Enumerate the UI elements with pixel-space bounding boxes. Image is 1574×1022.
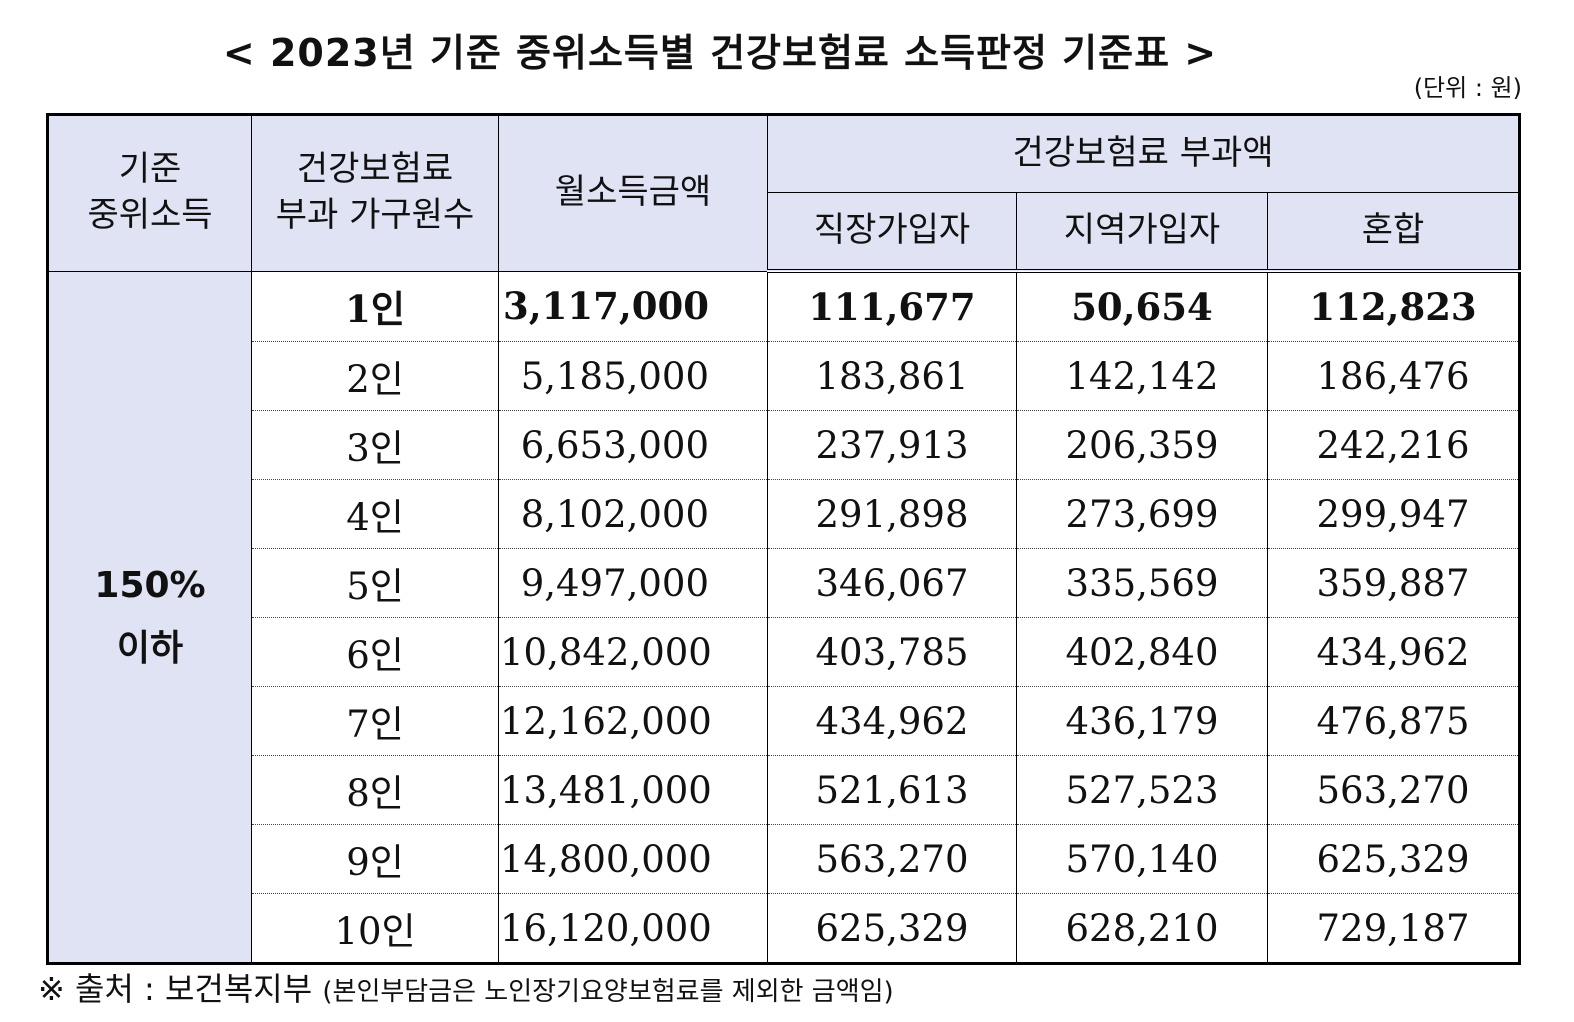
income-cell: 6,653,000 [498,410,768,480]
premium-table: 기준 중위소득 건강보험료 부과 가구원수 월소득금액 건강보험료 부과액 직장… [46,113,1522,965]
employee-premium-cell: 291,898 [767,479,1017,549]
table-body: 150% 이하 1인 3,117,000 111,677 50,654 112,823 2인 5… [47,270,1521,964]
header-median-income: 기준 중위소득 [47,114,252,272]
mixed-premium-cell: 729,187 [1266,893,1521,964]
members-cell: 8인 [251,755,499,825]
header-household-members: 건강보험료 부과 가구원수 [251,114,499,272]
income-cell: 14,800,000 [498,824,768,894]
employee-premium-cell: 346,067 [767,548,1017,618]
table-row: 150% 이하 1인 3,117,000 111,677 50,654 112,823 [47,270,1521,964]
regional-premium-cell: 436,179 [1016,686,1268,756]
header-monthly-income: 월소득금액 [498,114,768,272]
income-cell: 16,120,000 [498,893,768,964]
table-row: 9인 14,800,000 563,270 570,140 625,329 [48,824,1521,894]
group-label-line1: 150% [94,564,206,606]
mixed-premium-cell: 359,887 [1266,548,1521,618]
income-cell: 12,162,000 [498,686,768,756]
mixed-premium-cell: 186,476 [1266,341,1521,411]
members-cell: 1인 [251,270,499,342]
mixed-premium-cell: 476,875 [1266,686,1521,756]
table-row: 4인 8,102,000 291,898 273,699 299,947 [48,479,1521,549]
table-row: 10인 16,120,000 625,329 628,210 729,187 [48,893,1521,964]
header-median-income-line1: 기준 [118,149,182,190]
header-median-income-line2: 중위소득 [87,195,213,236]
employee-premium-cell: 183,861 [767,341,1017,411]
mixed-premium-cell: 299,947 [1266,479,1521,549]
members-cell: 10인 [251,893,499,964]
table-row: 6인 10,842,000 403,785 402,840 434,962 [48,617,1521,687]
members-cell: 4인 [251,479,499,549]
members-cell: 2인 [251,341,499,411]
header-premium-group: 건강보험료 부과액 [766,114,1521,193]
footnote-detail: (본인부담금은 노인장기요양보험료를 제외한 금액임) [322,977,894,1007]
regional-premium-cell: 570,140 [1016,824,1268,894]
group-label-line2: 이하 [116,627,184,669]
footnote-source: ※ 출처 : 보건복지부 [38,970,313,1008]
income-cell: 9,497,000 [498,548,768,618]
header-regional: 지역가입자 [1016,192,1268,273]
header-household-line1: 건강보험료 [296,149,454,190]
regional-premium-cell: 628,210 [1016,893,1268,964]
table-row: 3인 6,653,000 237,913 206,359 242,216 [48,410,1521,480]
mixed-premium-cell: 112,823 [1266,270,1521,342]
members-cell: 9인 [251,824,499,894]
income-cell: 5,185,000 [498,341,768,411]
footnote: ※ 출처 : 보건복지부 (본인부담금은 노인장기요양보험료를 제외한 금액임) [38,964,894,1010]
mixed-premium-cell: 625,329 [1266,824,1521,894]
mixed-premium-cell: 242,216 [1266,410,1521,480]
employee-premium-cell: 434,962 [767,686,1017,756]
regional-premium-cell: 206,359 [1016,410,1268,480]
employee-premium-cell: 237,913 [767,410,1017,480]
mixed-premium-cell: 434,962 [1266,617,1521,687]
mixed-premium-cell: 563,270 [1266,755,1521,825]
employee-premium-cell: 563,270 [767,824,1017,894]
regional-premium-cell: 50,654 [1016,270,1268,342]
page-title: < 2023년 기준 중위소득별 건강보험료 소득판정 기준표 > [222,31,1218,75]
income-cell: 13,481,000 [498,755,768,825]
employee-premium-cell: 111,677 [767,270,1017,342]
header-employee: 직장가입자 [767,192,1017,273]
regional-premium-cell: 402,840 [1016,617,1268,687]
regional-premium-cell: 273,699 [1016,479,1268,549]
unit-label: (단위 : 원) [1413,74,1522,102]
income-cell: 3,117,000 [498,270,768,342]
table-row: 5인 9,497,000 346,067 335,569 359,887 [48,548,1521,618]
members-cell: 7인 [251,686,499,756]
table-row: 2인 5,185,000 183,861 142,142 186,476 [48,341,1521,411]
header-mixed: 혼합 [1266,192,1521,273]
employee-premium-cell: 625,329 [767,893,1017,964]
employee-premium-cell: 521,613 [767,755,1017,825]
income-cell: 10,842,000 [498,617,768,687]
members-cell: 6인 [251,617,499,687]
members-cell: 5인 [251,548,499,618]
regional-premium-cell: 335,569 [1016,548,1268,618]
median-income-group: 150% 이하 [47,270,252,964]
table-row: 8인 13,481,000 521,613 527,523 563,270 [48,755,1521,825]
employee-premium-cell: 403,785 [767,617,1017,687]
income-cell: 8,102,000 [498,479,768,549]
header-household-line2: 부과 가구원수 [275,195,475,236]
table-row: 7인 12,162,000 434,962 436,179 476,875 [48,686,1521,756]
regional-premium-cell: 527,523 [1016,755,1268,825]
regional-premium-cell: 142,142 [1016,341,1268,411]
members-cell: 3인 [251,410,499,480]
